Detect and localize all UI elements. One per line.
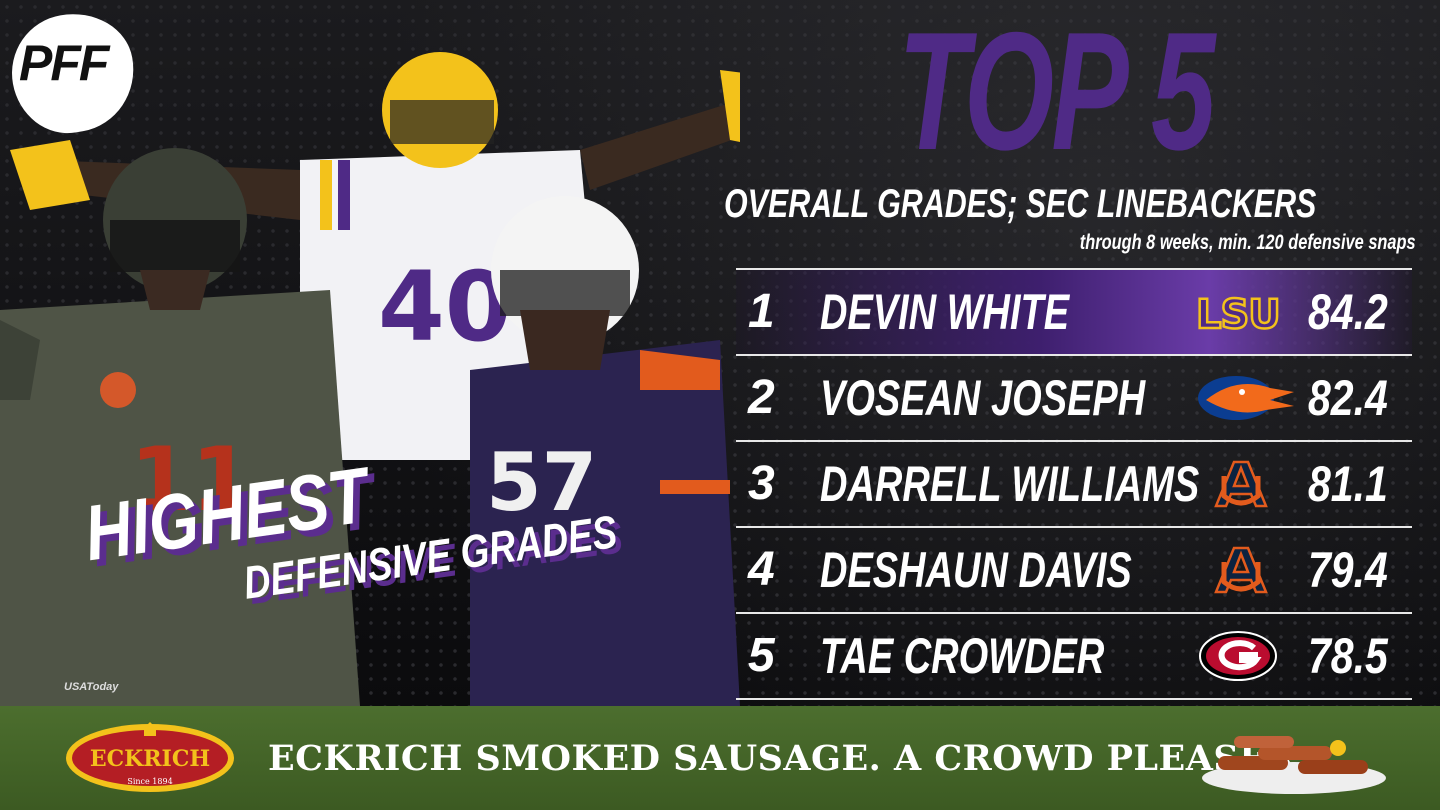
ad-tagline: ECKRICH SMOKED SAUSAGE. A CROWD PLEASER. xyxy=(268,738,1309,779)
auburn-player: 57 xyxy=(470,196,740,706)
auburn-jersey-number: 57 xyxy=(486,436,597,529)
florida-gator-logo xyxy=(1198,376,1294,420)
ranking-row: 3 DARRELL WILLIAMS 81.1 xyxy=(736,442,1412,528)
infographic: PFF 40 11 xyxy=(0,0,1440,706)
player-grade: 82.4 xyxy=(1308,370,1388,426)
rankings-table: 1 DEVIN WHITE LSU 84.2 2 VOSEAN JOSEPH 8… xyxy=(736,268,1412,700)
florida-player: 11 xyxy=(0,148,360,706)
rank-number: 1 xyxy=(748,285,775,338)
lsu-jersey-number: 40 xyxy=(378,251,512,363)
player-name: TAE CROWDER xyxy=(820,628,1105,684)
ranking-row: 1 DEVIN WHITE LSU 84.2 xyxy=(736,268,1412,356)
player-name: DEVIN WHITE xyxy=(820,284,1070,340)
lsu-logo: LSU xyxy=(1196,291,1282,340)
eckrich-logo: ECKRICH Since 1894 xyxy=(66,722,234,792)
ranking-row: 2 VOSEAN JOSEPH 82.4 xyxy=(736,356,1412,442)
sausage-platter-image xyxy=(1202,736,1386,794)
pff-logo-text: PFF xyxy=(19,35,109,91)
svg-text:LSU: LSU xyxy=(1196,292,1280,338)
player-name: DESHAUN DAVIS xyxy=(820,542,1132,598)
svg-text:Since 1894: Since 1894 xyxy=(127,777,172,786)
criteria-note: through 8 weeks, min. 120 defensive snap… xyxy=(1080,231,1416,254)
rank-number: 5 xyxy=(748,629,775,682)
player-grade: 79.4 xyxy=(1308,542,1388,598)
player-grade: 78.5 xyxy=(1308,628,1388,684)
svg-text:ECKRICH: ECKRICH xyxy=(90,746,210,772)
subtitle: OVERALL GRADES; SEC LINEBACKERS xyxy=(724,182,1317,226)
ranking-row: 4 DESHAUN DAVIS 79.4 xyxy=(736,528,1412,614)
rank-number: 4 xyxy=(748,543,775,596)
rank-number: 3 xyxy=(748,457,775,510)
player-grade: 84.2 xyxy=(1308,284,1388,340)
auburn-logo xyxy=(1214,546,1268,594)
photo-credit: USAToday xyxy=(64,681,119,693)
player-grade: 81.1 xyxy=(1308,456,1388,512)
georgia-g-logo xyxy=(1199,631,1277,681)
florida-jersey-number: 11 xyxy=(130,428,252,531)
ranking-row: 5 TAE CROWDER 78.5 xyxy=(736,614,1412,700)
player-name: VOSEAN JOSEPH xyxy=(820,370,1146,426)
players-photo: 40 11 57 xyxy=(0,52,740,706)
player-name: DARRELL WILLIAMS xyxy=(820,456,1200,512)
rank-number: 2 xyxy=(748,371,775,424)
top-5-heading: TOP 5 xyxy=(898,0,1216,185)
auburn-logo xyxy=(1214,460,1268,508)
sponsor-banner: ECKRICH Since 1894 ECKRICH SMOKED SAUSAG… xyxy=(0,706,1440,810)
